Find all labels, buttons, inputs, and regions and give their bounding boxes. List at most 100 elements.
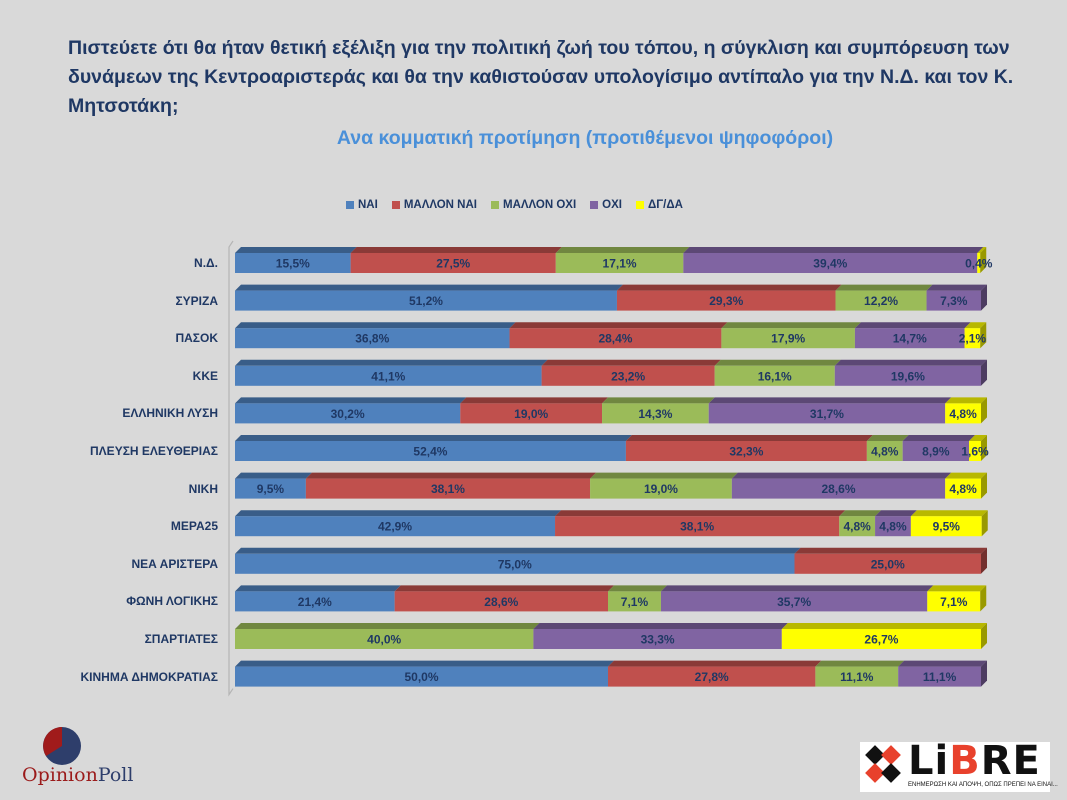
wordmark-part: Opinion [22, 764, 98, 786]
bar-top-face [854, 322, 971, 329]
category-label: ΠΛΕΥΣΗ ΕΛΕΥΘΕΡΙΑΣ [90, 444, 218, 458]
bar-top-face [794, 547, 987, 554]
legend-item: ΔΓ/ΔΑ [635, 199, 683, 211]
category-label: Ν.Δ. [194, 256, 218, 270]
bar-top-face [977, 247, 987, 253]
data-label: 15,5% [276, 257, 310, 271]
bar-top-face [945, 397, 987, 404]
bar-side-face [981, 547, 987, 574]
bar-segment [834, 365, 981, 386]
data-label: 30,2% [331, 407, 365, 421]
libre-diamond-icon [865, 745, 901, 783]
bar-segment [602, 403, 709, 424]
data-label: 38,1% [431, 482, 465, 496]
legend-item: ΜΑΛΛΟΝ ΝΑΙ [391, 199, 477, 211]
libre-tagline: ΕΝΗΜΕΡΩΣΗ ΚΑΙ ΑΠΟΨΗ, ΟΠΩΣ ΠΡΕΠΕΙ ΝΑ ΕΙΝΑ… [908, 782, 1058, 788]
bar-segment [625, 441, 867, 461]
bar-segment [969, 441, 981, 461]
bar-segment [394, 591, 608, 612]
data-label: 38,1% [680, 520, 714, 534]
bar-segment [590, 478, 732, 499]
bar-top-face [235, 284, 623, 291]
data-label: 14,7% [893, 332, 927, 346]
bar-top-face [781, 623, 987, 629]
wordmark-part: B [949, 738, 981, 784]
bar-top-face [305, 472, 597, 479]
bar-top-face [541, 359, 721, 366]
bar-top-face [945, 472, 987, 479]
data-label: 19,6% [891, 369, 925, 383]
data-label: 16,1% [758, 369, 792, 383]
bar-segment [854, 328, 965, 349]
category-label: ΠΑΣΟΚ [175, 331, 218, 346]
bar-segment [555, 516, 840, 537]
bar-segment [235, 290, 617, 311]
bar-side-face [980, 322, 987, 349]
bar-segment [235, 403, 461, 424]
data-label: 4,8% [949, 482, 977, 496]
bar-top-face [902, 435, 976, 441]
category-label: ΚΚΕ [192, 368, 218, 383]
data-label: 29,3% [709, 294, 743, 308]
bar-segment [660, 591, 928, 612]
bar-side-face [981, 472, 987, 499]
bar-segment [926, 290, 981, 311]
bar-top-face [555, 510, 846, 517]
legend-swatch [635, 201, 644, 209]
libre-wordmark: LiBRE [908, 738, 1041, 784]
bar-side-face [981, 435, 987, 461]
bar-top-face [964, 322, 987, 329]
data-label: 21,4% [298, 595, 332, 609]
data-label: 7,3% [940, 294, 968, 308]
legend-label: ΜΑΛΛΟΝ ΝΑΙ [403, 199, 477, 211]
bar-top-face [394, 585, 614, 592]
bar-top-face [839, 510, 882, 517]
data-label: 32,3% [729, 445, 763, 459]
bar-side-face [980, 585, 987, 612]
data-label: 25,0% [871, 557, 905, 571]
bar-top-face [926, 284, 987, 291]
bar-top-face [625, 435, 873, 441]
data-label: 4,8% [871, 445, 899, 459]
data-label: 17,9% [771, 332, 805, 346]
bar-segment [839, 516, 876, 537]
bar-segment [235, 591, 395, 612]
bar-side-face [980, 247, 987, 273]
question-title: Πιστεύετε ότι θα ήταν θετική εξέλιξη για… [68, 37, 1014, 117]
data-label: 35,7% [777, 595, 811, 609]
bar-top-face [616, 284, 842, 291]
bar-segment [927, 591, 981, 612]
bar-top-face [910, 510, 988, 517]
bar-segment [866, 441, 903, 461]
bar-segment [964, 328, 981, 349]
bar-segment [714, 365, 835, 386]
data-label: 19,0% [644, 482, 678, 496]
bar-segment [235, 365, 542, 386]
opinion-poll-logo [22, 722, 142, 792]
data-label: 42,9% [378, 520, 412, 534]
data-label: 4,8% [843, 520, 871, 534]
opinion-poll-wordmark: OpinionPoll [22, 764, 133, 786]
chart-wall [228, 240, 234, 697]
bar-top-face [533, 623, 788, 629]
bar-top-face [714, 359, 841, 366]
bar-segment [350, 253, 556, 273]
bar-segment [235, 441, 626, 461]
bar-segment [235, 516, 556, 537]
bar-segment [608, 666, 816, 687]
bar-top-face [660, 585, 934, 592]
data-label: 11,1% [840, 670, 874, 684]
chart-subtitle: Ανα κομματική προτίμηση (προτιθέμενοι ψη… [336, 127, 834, 149]
data-label: 7,1% [621, 595, 649, 609]
bar-top-face [898, 660, 987, 667]
bar-segment [235, 253, 351, 273]
bar-segment [902, 441, 970, 461]
data-label: 17,1% [603, 257, 637, 271]
bar-segment [235, 478, 306, 499]
legend-swatch [391, 201, 400, 209]
bar-top-face [721, 322, 861, 329]
category-label: ΦΩΝΗ ΛΟΓΙΚΗΣ [126, 594, 218, 609]
bar-segment [235, 629, 534, 649]
data-label: 4,8% [949, 407, 977, 421]
data-label: 50,0% [404, 670, 438, 684]
